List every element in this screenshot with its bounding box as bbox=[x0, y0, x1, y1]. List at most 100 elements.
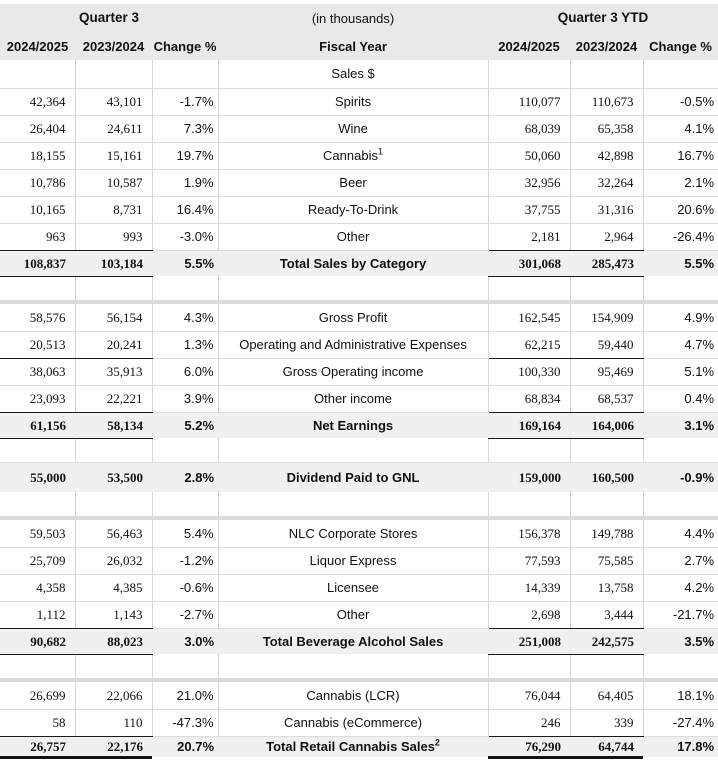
q3-prior-value: 20,241 bbox=[75, 331, 153, 359]
table-row: 1,112 1,143 -2.7% Other 2,698 3,444 -21.7% bbox=[0, 601, 718, 629]
ytd-current-value: 169,164 bbox=[488, 412, 571, 439]
ytd-prior-value: 64,405 bbox=[570, 682, 644, 710]
table-row: 38,063 35,913 6.0% Gross Operating income 10… bbox=[0, 358, 718, 386]
q3-prior-value bbox=[75, 492, 153, 517]
q3-current-value: 10,786 bbox=[0, 169, 76, 197]
quarter3-ytd-group-header: Quarter 3 YTD bbox=[488, 4, 718, 32]
q3-current-value: 25,709 bbox=[0, 547, 76, 575]
ytd-change-value: 20.6% bbox=[643, 196, 718, 224]
q3-change-value: 21.0% bbox=[152, 682, 219, 710]
q3-current-value: 20,513 bbox=[0, 331, 76, 359]
row-label: Gross Profit bbox=[218, 304, 489, 332]
ytd-prior-value: 32,264 bbox=[570, 169, 644, 197]
ytd-change-value: 5.5% bbox=[643, 250, 718, 276]
ytd-prior-value: 65,358 bbox=[570, 115, 644, 143]
table-row: 10,165 8,731 16.4% Ready-To-Drink 37,755 31,3… bbox=[0, 196, 718, 224]
col-header-ytd-prior: 2023/2024 bbox=[570, 32, 644, 60]
q3-prior-value: 8,731 bbox=[75, 196, 153, 224]
ytd-change-value: 0.4% bbox=[643, 385, 718, 413]
spacer-row bbox=[0, 300, 718, 304]
row-label: Liquor Express bbox=[218, 547, 489, 575]
ytd-current-value: 2,698 bbox=[488, 601, 571, 629]
row-label: Ready-To-Drink bbox=[218, 196, 489, 224]
ytd-prior-value: 164,006 bbox=[570, 412, 644, 439]
row-label: Cannabis (eCommerce) bbox=[218, 709, 489, 737]
row-label: Gross Operating income bbox=[218, 358, 489, 386]
ytd-prior-value: 2,964 bbox=[570, 223, 644, 251]
ytd-current-value: 110,077 bbox=[488, 88, 571, 116]
ytd-current-value bbox=[488, 438, 571, 463]
label-row: Sales $ bbox=[0, 60, 718, 89]
q3-prior-value: 22,066 bbox=[75, 682, 153, 710]
row-label: Wine bbox=[218, 115, 489, 143]
section-divider bbox=[0, 678, 718, 682]
q3-current-value: 23,093 bbox=[0, 385, 76, 413]
ytd-prior-value: 285,473 bbox=[570, 250, 644, 277]
ytd-change-value: 4.7% bbox=[643, 331, 718, 359]
spacer-row bbox=[0, 516, 718, 520]
ytd-change-value bbox=[643, 492, 718, 517]
q3-current-value bbox=[0, 654, 76, 679]
row-label bbox=[218, 276, 489, 301]
q3-current-value: 55,000 bbox=[0, 462, 75, 492]
q3-change-value: -1.7% bbox=[152, 88, 219, 116]
ytd-prior-value bbox=[570, 492, 644, 517]
row-label: Total Beverage Alcohol Sales bbox=[218, 628, 489, 654]
q3-change-value: -1.2% bbox=[152, 547, 219, 575]
row-label: Net Earnings bbox=[218, 412, 489, 438]
ytd-current-value: 301,068 bbox=[488, 250, 571, 277]
row-label: Beer bbox=[218, 169, 489, 197]
spacer-row bbox=[0, 678, 718, 682]
row-label: Licensee bbox=[218, 574, 489, 602]
section-divider bbox=[0, 300, 718, 304]
q3-prior-value: 56,154 bbox=[75, 304, 153, 332]
ytd-change-value bbox=[643, 438, 718, 463]
row-label bbox=[218, 654, 489, 679]
q3-prior-value: 22,221 bbox=[75, 385, 153, 413]
ytd-change-value: 2.1% bbox=[643, 169, 718, 197]
col-header-q3-change: Change % bbox=[152, 32, 219, 60]
q3-change-value: 7.3% bbox=[152, 115, 219, 143]
ytd-change-value: 16.7% bbox=[643, 142, 718, 170]
q3-change-value bbox=[152, 276, 219, 301]
q3-change-value: -47.3% bbox=[152, 709, 219, 737]
header-columns-row: 2024/2025 2023/2024 Change % Fiscal Year… bbox=[0, 32, 718, 60]
financial-table-body: Sales $42,364 43,101 -1.7% Spirits 110,077 11… bbox=[0, 60, 718, 759]
ytd-change-value: -27.4% bbox=[643, 709, 718, 737]
ytd-change-value bbox=[643, 654, 718, 679]
q3-current-value: 42,364 bbox=[0, 88, 76, 116]
row-label: Other income bbox=[218, 385, 489, 413]
ytd-current-value: 246 bbox=[488, 709, 571, 737]
q3-prior-value bbox=[75, 276, 153, 301]
q3-change-value: 19.7% bbox=[152, 142, 219, 170]
ytd-change-value: 18.1% bbox=[643, 682, 718, 710]
table-row: 10,786 10,587 1.9% Beer 32,956 32,264 2.1% bbox=[0, 169, 718, 197]
row-label: Cannabis (LCR) bbox=[218, 682, 489, 710]
table-row: 25,709 26,032 -1.2% Liquor Express 77,593 75,… bbox=[0, 547, 718, 575]
footnote-marker: 2 bbox=[434, 737, 440, 748]
ytd-current-value: 37,755 bbox=[488, 196, 571, 224]
row-label: Dividend Paid to GNL bbox=[218, 462, 489, 492]
ytd-change-value: 2.7% bbox=[643, 547, 718, 575]
ytd-prior-value bbox=[570, 654, 644, 679]
col-header-ytd-change: Change % bbox=[643, 32, 718, 60]
ytd-current-value bbox=[488, 654, 571, 679]
blank-row bbox=[0, 654, 718, 679]
q3-prior-value: 88,023 bbox=[75, 628, 152, 655]
units-label: (in thousands) bbox=[218, 4, 489, 32]
q3-prior-value: 10,587 bbox=[75, 169, 153, 197]
ytd-prior-value: 59,440 bbox=[570, 331, 644, 359]
q3-change-value: -0.6% bbox=[152, 574, 219, 602]
ytd-current-value: 50,060 bbox=[488, 142, 571, 170]
table-row: 108,837 103,184 5.5% Total Sales by Categor… bbox=[0, 250, 718, 277]
ytd-prior-value: 64,744 bbox=[570, 736, 644, 759]
q3-change-value: 5.4% bbox=[152, 520, 219, 548]
col-header-ytd-current: 2024/2025 bbox=[488, 32, 571, 60]
q3-current-value: 18,155 bbox=[0, 142, 76, 170]
footnote-marker: 1 bbox=[377, 146, 383, 157]
blank-row bbox=[0, 438, 718, 463]
ytd-prior-value: 42,898 bbox=[570, 142, 644, 170]
row-label: Operating and Administrative Expenses bbox=[218, 331, 489, 359]
ytd-change-value: 5.1% bbox=[643, 358, 718, 386]
q3-change-value: 20.7% bbox=[152, 736, 219, 757]
